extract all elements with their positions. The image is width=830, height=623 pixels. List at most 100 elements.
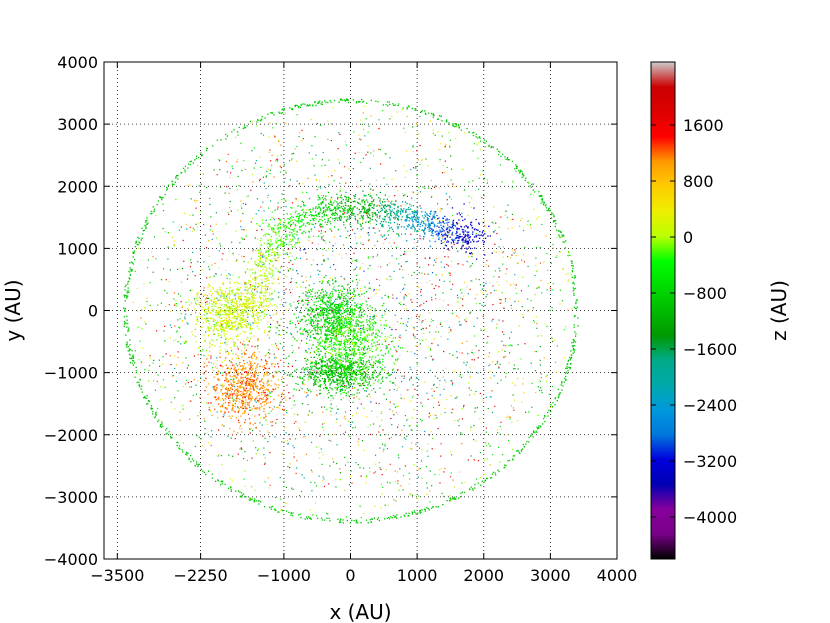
scatter-point [333,99,336,102]
scatter-point [167,246,169,248]
scatter-point [433,414,435,416]
scatter-point [235,397,237,400]
scatter-point [228,396,230,398]
scatter-point [498,267,500,269]
scatter-point [321,325,323,328]
scatter-point [182,451,184,453]
scatter-point [188,304,191,306]
scatter-point [213,396,215,398]
scatter-point [423,508,426,510]
scatter-point [255,283,257,285]
scatter-point [268,431,270,434]
scatter-point [365,519,368,521]
scatter-point [360,179,362,182]
scatter-point [425,357,427,359]
scatter-point [381,419,383,421]
scatter-point [249,423,252,425]
scatter-point [150,213,152,215]
scatter-point [338,341,340,343]
scatter-point [349,360,351,362]
scatter-point [559,235,561,238]
scatter-point [264,417,266,419]
scatter-point [278,324,280,326]
scatter-point [442,251,444,253]
scatter-point [207,470,210,472]
scatter-point [571,354,573,356]
scatter-point [237,296,240,298]
scatter-point [145,323,147,325]
scatter-point [276,372,278,374]
scatter-point [385,469,387,471]
scatter-point [517,450,519,452]
scatter-point [291,278,293,280]
scatter-point [337,148,339,150]
scatter-point [539,359,541,361]
scatter-point [195,312,197,314]
scatter-point [295,389,297,391]
scatter-point [245,367,247,369]
scatter-point [206,402,208,404]
scatter-point [261,378,264,380]
scatter-point [203,380,205,382]
scatter-point [208,335,210,337]
scatter-point [146,403,148,405]
scatter-point [335,330,337,332]
scatter-point [251,379,254,381]
scatter-point [243,160,245,162]
scatter-point [537,414,539,417]
scatter-point [301,388,303,390]
scatter-point [266,360,268,363]
scatter-point [246,407,248,410]
scatter-point [310,356,312,358]
scatter-point [258,401,260,403]
scatter-point [393,414,395,416]
scatter-point [345,100,347,102]
scatter-point [181,306,183,308]
scatter-point [431,283,433,285]
scatter-point [469,367,471,369]
scatter-point [199,350,202,352]
scatter-point [262,400,265,403]
scatter-point [219,314,222,316]
scatter-point [231,317,234,319]
scatter-point [334,433,336,435]
scatter-point [417,230,419,232]
scatter-point [218,333,220,335]
scatter-point [232,400,234,402]
scatter-point [252,364,254,367]
scatter-point [232,393,235,395]
scatter-point [232,310,234,312]
scatter-point [555,222,557,225]
scatter-point [447,338,449,340]
scatter-point [280,421,283,424]
scatter-point [198,463,200,466]
scatter-point [369,183,371,185]
scatter-point [295,270,298,272]
scatter-point [194,159,196,161]
scatter-point [485,282,487,284]
scatter-point [572,345,574,347]
scatter-point [225,337,228,339]
scatter-point [193,378,195,381]
scatter-point [340,357,342,360]
scatter-point [264,481,266,483]
scatter-point [546,252,548,255]
scatter-point [229,274,231,276]
scatter-point [504,464,506,466]
scatter-point [306,258,309,261]
scatter-point [271,363,273,365]
scatter-point [309,321,311,323]
scatter-point [369,321,371,323]
scatter-point [263,374,265,376]
scatter-point [217,479,219,481]
scatter-point [572,348,575,350]
scatter-point [243,308,245,310]
scatter-point [411,396,414,398]
scatter-point [510,284,512,286]
scatter-point [292,229,294,231]
scatter-point [514,274,516,276]
scatter-point [267,331,270,333]
scatter-point [389,118,391,120]
scatter-point [517,420,519,422]
scatter-point [286,410,288,412]
